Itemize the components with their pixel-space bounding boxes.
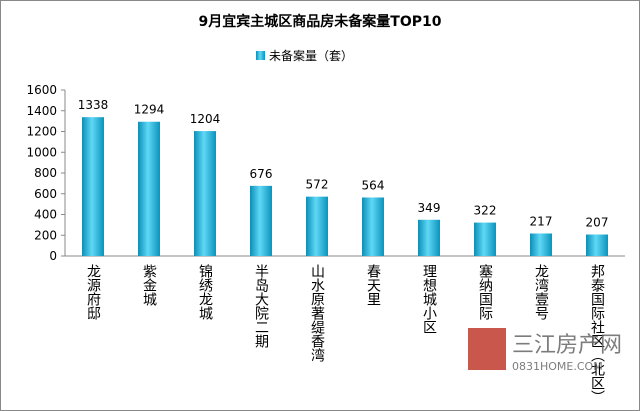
chart-title: 9月宜宾主城区商品房未备案量TOP10 — [199, 13, 442, 30]
value-label: 322 — [474, 204, 497, 218]
bar — [250, 185, 272, 256]
y-tick-label: 600 — [34, 187, 57, 201]
bar — [474, 222, 496, 256]
legend-swatch — [256, 51, 265, 60]
x-tick-label: 紫金城 — [141, 264, 157, 307]
y-tick-label: 800 — [34, 166, 57, 180]
y-tick-label: 1600 — [26, 83, 57, 97]
watermark: 三江房产网 0831HOME.COM — [468, 328, 622, 373]
bar — [138, 121, 160, 256]
bar — [362, 197, 384, 256]
value-label: 572 — [306, 178, 329, 192]
bar — [418, 219, 440, 256]
value-label: 207 — [586, 216, 609, 230]
value-label: 349 — [418, 201, 441, 215]
x-tick-label: 龙源府邸 — [85, 264, 101, 321]
bar — [82, 117, 104, 257]
watermark-url: 0831HOME.COM — [512, 360, 603, 373]
x-tick-label: 锦绣龙城 — [197, 263, 213, 321]
x-tick-label: 山水原著缇香湾 — [309, 264, 325, 362]
value-label: 676 — [250, 167, 273, 181]
y-tick-label: 1000 — [26, 145, 57, 159]
x-tick-label: 邦泰国际社区（北区） — [589, 264, 605, 404]
x-tick-label: 龙湾壹号 — [533, 264, 549, 320]
x-tick-label: 半岛大院二期 — [253, 264, 269, 349]
y-tick-label: 400 — [34, 208, 57, 222]
legend-label: 未备案量（套） — [269, 48, 353, 63]
x-tick-label: 塞纳国际 — [477, 263, 493, 321]
x-tick-label: 春天里 — [365, 264, 381, 306]
bar — [306, 196, 328, 256]
y-tick-label: 1200 — [26, 125, 57, 139]
y-tick-label: 0 — [49, 249, 57, 263]
x-tick-label: 理想城小区 — [421, 264, 437, 334]
bar — [586, 234, 608, 256]
value-label: 1294 — [134, 103, 165, 117]
bar — [194, 131, 216, 256]
bar — [530, 233, 552, 256]
watermark-logo — [468, 328, 506, 370]
value-label: 217 — [530, 214, 553, 228]
value-label: 1204 — [190, 112, 221, 126]
value-label: 1338 — [78, 98, 109, 112]
value-label: 564 — [362, 178, 385, 192]
y-tick-label: 1400 — [26, 104, 57, 118]
watermark-title: 三江房产网 — [512, 333, 622, 358]
y-tick-label: 200 — [34, 228, 57, 242]
